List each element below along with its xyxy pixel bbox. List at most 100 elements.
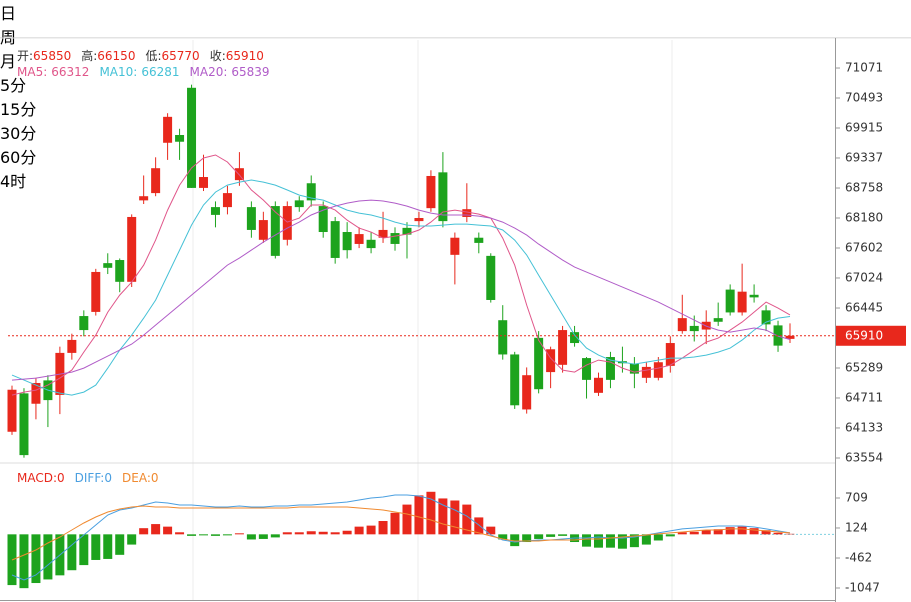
candle-body (19, 393, 29, 456)
info-label: 开: (17, 49, 34, 63)
macd-bar (761, 530, 771, 535)
candle-body (498, 320, 508, 355)
macd-bar (330, 532, 340, 535)
macd-bar (546, 534, 556, 537)
candle-body (79, 316, 89, 331)
y-tick-label: 64133 (845, 420, 883, 434)
y-tick-label: 67602 (845, 240, 883, 254)
y-tick-label: 69337 (845, 150, 883, 164)
macd-bar (318, 531, 328, 535)
macd-bar (19, 534, 29, 589)
candle-body (486, 255, 496, 300)
macd-legend-label: MACD: (17, 471, 58, 485)
candle-body (510, 354, 520, 406)
info-value: 65770 (161, 49, 200, 63)
candle-body (294, 200, 304, 208)
candle-body (187, 87, 197, 188)
candle-body (534, 337, 544, 390)
macd-bar (438, 498, 448, 535)
candle-body (474, 237, 484, 243)
macd-bar (43, 534, 53, 580)
candle-body (522, 375, 532, 410)
macd-legend-label: DEA: (122, 471, 151, 485)
candle-body (414, 218, 424, 222)
macd-bar (139, 528, 149, 535)
ma-legend-name: MA5: (17, 65, 48, 79)
macd-bar (31, 534, 41, 584)
y-tick-label: 68758 (845, 181, 883, 195)
info-item: 收:65910 (210, 49, 264, 63)
candle-body (665, 343, 675, 366)
info-item: 开:65850 (17, 49, 71, 63)
macd-line (11, 505, 791, 561)
y-tick-label: 65289 (845, 360, 883, 374)
y-tick-label: 69915 (845, 120, 883, 134)
candle-body (163, 116, 173, 143)
candle-body (462, 209, 472, 217)
candle-body (737, 291, 747, 313)
macd-bar (665, 534, 675, 537)
macd-bar (653, 534, 663, 541)
macd-bar (534, 534, 544, 539)
macd-bar (462, 504, 472, 535)
ma-legend-name: MA20: (189, 65, 228, 79)
period-tab[interactable]: 4时 (0, 172, 27, 191)
period-tab[interactable]: 60分 (0, 148, 37, 167)
period-tab[interactable]: 15分 (0, 100, 37, 119)
candle-body (593, 377, 603, 393)
period-tab[interactable]: 日 (0, 4, 17, 23)
candle-body (558, 330, 568, 365)
candle-body (582, 358, 592, 380)
period-tab[interactable]: 5分 (0, 76, 27, 95)
macd-bar (163, 526, 173, 535)
candle-body (246, 207, 256, 230)
macd-bar (127, 534, 137, 545)
macd-legend-label: DIFF: (74, 471, 105, 485)
period-tab[interactable]: 月 (0, 52, 17, 71)
macd-bar (498, 534, 508, 540)
macd-bar (677, 532, 687, 535)
candle-body (67, 339, 77, 353)
macd-bar (522, 534, 532, 543)
candle-body (270, 206, 280, 256)
candle-body (426, 175, 436, 209)
period-tab[interactable]: 30分 (0, 124, 37, 143)
macd-bar (175, 532, 185, 535)
candle-body (641, 366, 651, 378)
macd-bar (67, 534, 77, 571)
macd-bar (151, 524, 161, 535)
candle-body (103, 263, 113, 268)
candle-body (629, 363, 639, 374)
macd-bar (558, 534, 568, 536)
ma-line (11, 179, 791, 396)
candle-body (234, 168, 244, 181)
macd-bar (199, 534, 209, 536)
macd-bar (617, 534, 627, 549)
candle-body (7, 389, 17, 432)
ohlc-info: 开:65850 高:66150 低:65770 收:65910 (17, 47, 274, 64)
macd-bar (187, 534, 197, 536)
macd-bar (749, 528, 759, 535)
macd-bar (737, 526, 747, 535)
y2-tick-label: 124 (845, 520, 868, 534)
ma-legend-item: MA5: 66312 (17, 65, 89, 79)
macd-bar (222, 534, 232, 536)
macd-bar (366, 525, 376, 535)
ma-legend-item: MA20: 65839 (190, 65, 270, 79)
macd-bar (234, 533, 244, 535)
candle-body (653, 362, 663, 378)
candle-body (761, 310, 771, 325)
ma-legend-value: 65839 (231, 65, 270, 79)
candle-body (91, 271, 101, 312)
candle-body (258, 220, 268, 240)
macd-bar (258, 534, 268, 539)
macd-bar (270, 534, 280, 538)
macd-bar (605, 534, 615, 548)
macd-bar (354, 526, 364, 535)
candle-body (689, 325, 699, 332)
macd-bar (115, 534, 125, 555)
candle-body (677, 318, 687, 332)
candle-body (402, 227, 412, 235)
y-tick-label: 63554 (845, 451, 883, 465)
candle-body (570, 332, 580, 344)
